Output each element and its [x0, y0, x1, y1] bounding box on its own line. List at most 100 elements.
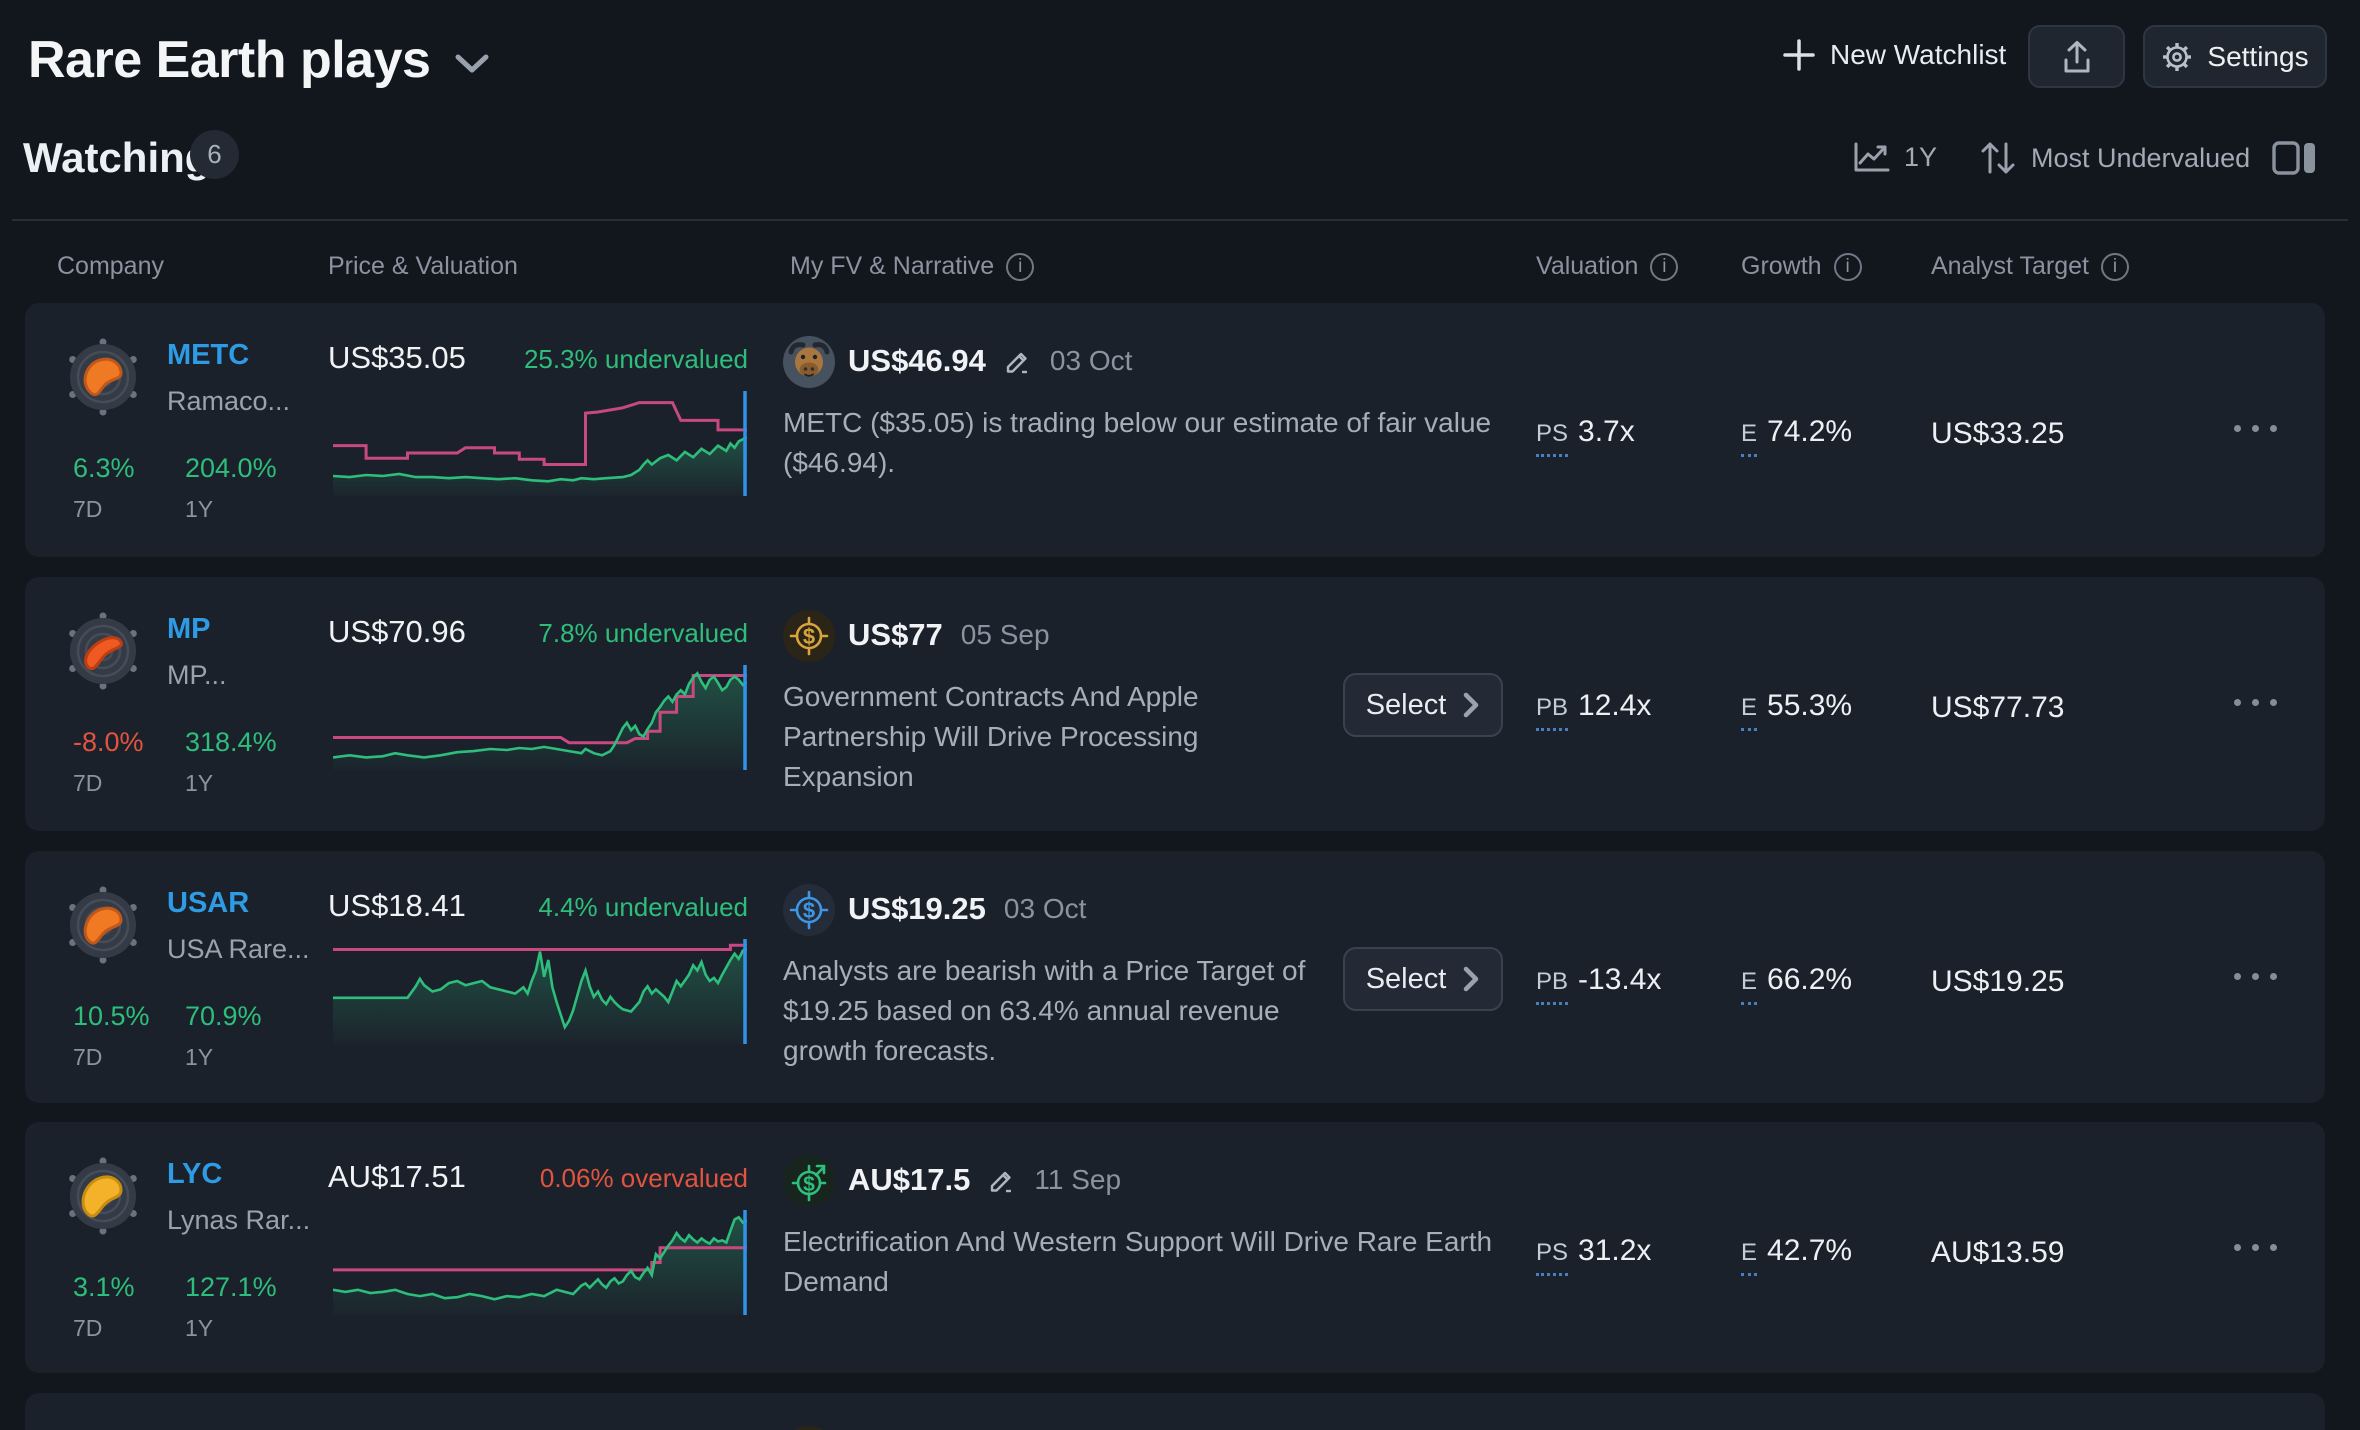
row-menu-button[interactable] — [2234, 699, 2277, 706]
company-logo[interactable] — [62, 336, 144, 418]
settings-button[interactable]: Settings — [2143, 25, 2327, 88]
valuation-metric-label[interactable]: PS — [1536, 420, 1569, 457]
label-7d: 7D — [73, 1044, 103, 1070]
growth-metric-label[interactable]: E — [1741, 968, 1758, 1005]
table-row: LYC Lynas Rar... 3.1% 127.1% 7D 1Y AU$17… — [25, 1122, 2325, 1373]
narrative-text[interactable]: Electrification And Western Support Will… — [783, 1226, 1493, 1297]
change-7d: 10.5% — [73, 1001, 150, 1031]
valuation-metric: PS 3.7x — [1536, 415, 1635, 457]
company-logo[interactable] — [62, 1155, 144, 1237]
chart-range-control[interactable]: 1Y — [1853, 141, 1937, 173]
valuation-metric-label[interactable]: PS — [1536, 1239, 1569, 1276]
analyst-target: US$19.25 — [1931, 965, 2065, 998]
narrative-avatar-target[interactable]: $ — [783, 884, 835, 936]
growth-metric-label[interactable]: E — [1741, 420, 1758, 457]
fair-value: AU$17.5 — [848, 1162, 971, 1197]
gear-icon — [2163, 42, 2192, 71]
svg-text:$: $ — [803, 624, 815, 649]
sort-label: Most Undervalued — [2031, 142, 2251, 173]
row-menu-button[interactable] — [2234, 973, 2277, 980]
row-menu-button[interactable] — [2234, 1244, 2277, 1251]
growth-metric: E 42.7% — [1741, 1234, 1852, 1276]
valuation-metric: PB 12.4x — [1536, 689, 1651, 731]
info-icon[interactable]: i — [2100, 252, 2129, 281]
chevron-down-icon[interactable] — [454, 53, 490, 75]
company-name: Lynas Rar... — [167, 1205, 311, 1235]
new-watchlist-label: New Watchlist — [1830, 39, 2007, 70]
ticker[interactable]: LYC — [167, 1158, 223, 1190]
info-icon[interactable]: i — [1833, 252, 1862, 281]
narrative-avatar-bull[interactable] — [783, 336, 835, 388]
page-title-row: Rare Earth plays — [28, 30, 490, 90]
label-7d: 7D — [73, 1315, 103, 1341]
growth-metric-label[interactable]: E — [1741, 1239, 1758, 1276]
analyst-target: US$33.25 — [1931, 417, 2065, 450]
col-growth: Growth i — [1741, 252, 1862, 281]
sort-arrows-icon — [1981, 142, 2015, 174]
share-price: US$70.96 — [328, 614, 466, 649]
share-button[interactable] — [2028, 25, 2125, 88]
label-7d: 7D — [73, 770, 103, 796]
col-fv-narrative: My FV & Narrative i — [790, 252, 1035, 281]
valuation-metric: PS 31.2x — [1536, 1234, 1651, 1276]
narrative-text[interactable]: METC ($35.05) is trading below our estim… — [783, 407, 1492, 478]
header-divider — [12, 219, 2348, 221]
change-1y: 318.4% — [185, 727, 277, 757]
select-narrative-button[interactable]: Select — [1343, 947, 1503, 1011]
row-menu-button[interactable] — [2234, 425, 2277, 432]
growth-metric-label[interactable]: E — [1741, 694, 1758, 731]
valuation-badge: 4.4% undervalued — [538, 892, 748, 922]
label-1y: 1Y — [185, 770, 214, 796]
edit-icon[interactable] — [1004, 347, 1032, 375]
range-label: 1Y — [1904, 141, 1938, 172]
narrative-avatar-target[interactable]: $ — [783, 1426, 835, 1430]
valuation-metric-label[interactable]: PB — [1536, 968, 1569, 1005]
svg-text:$: $ — [803, 898, 815, 923]
share-price: US$35.05 — [328, 340, 466, 375]
narrative-avatar-target[interactable]: $ — [783, 1155, 835, 1207]
watching-count-badge: 6 — [190, 130, 239, 179]
info-icon[interactable]: i — [1006, 252, 1035, 281]
valuation-metric-label[interactable]: PB — [1536, 694, 1569, 731]
tab-watching[interactable]: Watching — [23, 134, 211, 181]
col-company: Company — [57, 252, 164, 280]
page-title: Rare Earth plays — [28, 31, 431, 89]
chevron-right-icon — [1464, 966, 1479, 992]
ticker[interactable]: METC — [167, 339, 250, 371]
ticker[interactable]: USAR — [167, 887, 250, 919]
price-chart — [333, 665, 747, 770]
select-narrative-button[interactable]: Select — [1343, 673, 1503, 737]
svg-text:$: $ — [803, 1173, 815, 1196]
col-price-valuation: Price & Valuation — [328, 252, 518, 280]
company-logo[interactable] — [62, 610, 144, 692]
fair-value: US$19.25 — [848, 891, 986, 926]
analyst-target: AU$13.59 — [1931, 1236, 2065, 1269]
sort-control[interactable]: Most Undervalued — [1978, 139, 2250, 177]
edit-icon[interactable] — [988, 1166, 1016, 1194]
share-price: US$18.41 — [328, 888, 466, 923]
new-watchlist-button[interactable]: New Watchlist — [1782, 38, 2006, 72]
settings-label: Settings — [2207, 40, 2309, 72]
narrative-text[interactable]: Government Contracts And Apple Partnersh… — [783, 681, 1199, 792]
narrative-date: 03 Oct — [1003, 893, 1087, 924]
analyst-target: US$77.73 — [1931, 691, 2065, 724]
change-1y: 204.0% — [185, 453, 277, 483]
info-icon[interactable]: i — [1650, 252, 1679, 281]
layout-toggle[interactable] — [2272, 141, 2316, 175]
change-7d: -8.0% — [73, 727, 144, 757]
company-logo[interactable] — [62, 884, 144, 966]
share-icon — [2064, 40, 2089, 72]
line-chart-icon — [1854, 142, 1890, 172]
company-name: USA Rare... — [167, 934, 310, 964]
table-row: METC Ramaco... 6.3% 204.0% 7D 1Y US$35.0… — [25, 303, 2325, 557]
valuation-badge: 0.06% overvalued — [539, 1163, 748, 1193]
narrative-date: 05 Sep — [960, 619, 1050, 650]
price-chart — [333, 391, 747, 496]
change-7d: 3.1% — [73, 1272, 135, 1302]
growth-metric: E 66.2% — [1741, 963, 1852, 1005]
narrative-text[interactable]: Analysts are bearish with a Price Target… — [783, 955, 1306, 1066]
table-row: MP MP... -8.0% 318.4% 7D 1Y US$70.96 7.8… — [25, 577, 2325, 831]
ticker[interactable]: MP — [167, 613, 211, 645]
change-1y: 127.1% — [185, 1272, 277, 1302]
narrative-avatar-target[interactable]: $ — [783, 610, 835, 662]
